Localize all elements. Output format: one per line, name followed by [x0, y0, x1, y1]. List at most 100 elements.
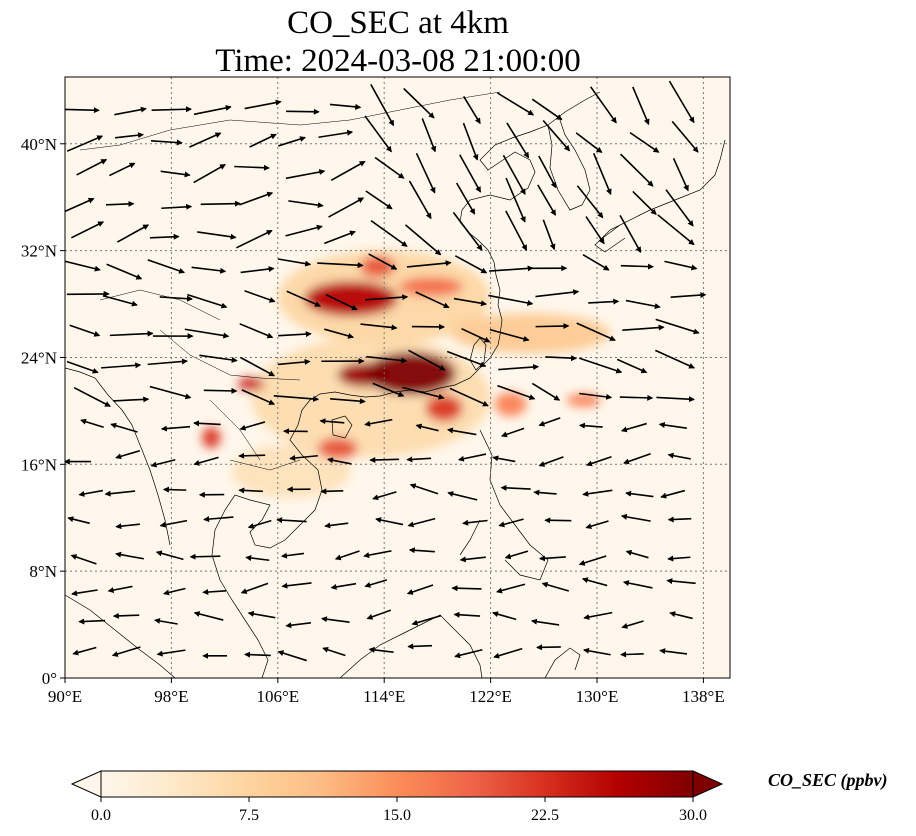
wind-arrow	[463, 96, 481, 125]
wind-arrow	[249, 133, 277, 148]
coastline-bay-of-bengal	[65, 367, 171, 546]
wind-arrow	[616, 358, 648, 374]
wind-arrow	[239, 323, 274, 339]
wind-arrow	[501, 427, 525, 438]
wind-arrow	[655, 349, 696, 369]
wind-arrow	[278, 136, 306, 147]
wind-arrow	[497, 384, 536, 400]
wind-arrow	[193, 611, 224, 621]
colorbar-gradient	[100, 770, 694, 798]
wind-arrow	[581, 577, 608, 587]
wind-arrow	[236, 229, 273, 249]
co-plume	[494, 392, 527, 417]
wind-arrow	[330, 582, 357, 590]
wind-arrow	[489, 265, 534, 272]
wind-arrow	[588, 298, 620, 305]
wind-arrow	[163, 587, 186, 596]
wind-arrow	[281, 552, 305, 559]
wind-arrow	[104, 490, 136, 497]
wind-arrow	[462, 519, 488, 526]
wind-arrow	[112, 612, 140, 619]
wind-arrow	[370, 83, 395, 127]
wind-arrow	[372, 382, 405, 397]
wind-arrow	[530, 618, 560, 626]
wind-arrow	[147, 358, 188, 366]
wind-arrow	[78, 618, 106, 625]
wind-arrow	[531, 382, 561, 401]
wind-arrow	[454, 255, 488, 274]
coastline-japan	[594, 139, 726, 253]
wind-arrow	[234, 164, 270, 171]
wind-arrow	[407, 643, 433, 650]
wind-arrow	[667, 516, 692, 523]
wind-arrow	[334, 550, 360, 561]
wind-arrow	[240, 266, 275, 274]
wind-arrow	[406, 260, 452, 268]
wind-arrow	[325, 293, 358, 311]
wind-arrow	[366, 355, 408, 364]
wind-arrow	[619, 153, 654, 187]
wind-arrow	[319, 418, 345, 425]
wind-arrow	[446, 427, 477, 436]
wind-arrow	[629, 131, 660, 153]
wind-arrow	[408, 349, 446, 371]
wind-arrow	[240, 582, 269, 594]
wind-arrow	[535, 323, 570, 330]
colorbar-min-extension	[70, 770, 102, 798]
colorbar-tick-label: 15.0	[383, 807, 411, 824]
wind-arrow	[368, 253, 398, 270]
wind-arrow	[113, 396, 150, 403]
wind-arrow	[277, 258, 312, 267]
wind-arrow	[578, 357, 623, 374]
wind-arrow	[155, 550, 184, 561]
wind-arrow	[69, 324, 101, 337]
wind-arrow	[197, 231, 237, 240]
wind-arrow	[505, 210, 528, 251]
wind-arrow	[110, 422, 138, 433]
wind-arrow	[632, 86, 650, 126]
wind-arrow	[461, 327, 491, 343]
wind-arrow	[193, 456, 219, 466]
wind-arrow	[65, 197, 95, 213]
colorbar-ticks	[100, 797, 694, 802]
wind-arrow	[102, 294, 138, 307]
wind-arrow	[189, 553, 221, 560]
wind-arrow	[109, 330, 154, 337]
wind-arrow	[244, 99, 282, 110]
wind-arrow	[285, 622, 312, 629]
wind-arrow	[156, 649, 186, 657]
wind-arrow	[286, 290, 322, 307]
wind-arrow	[101, 362, 142, 369]
wind-arrow	[365, 294, 409, 301]
wind-arrow	[453, 297, 487, 307]
wind-arrow	[446, 350, 487, 368]
wind-arrow	[328, 197, 365, 218]
wind-arrow	[538, 155, 557, 189]
wind-arrow	[115, 449, 141, 460]
wind-arrow	[538, 555, 566, 562]
wind-arrow	[329, 103, 362, 110]
wind-arrow	[666, 578, 696, 585]
wind-arrow	[402, 386, 445, 400]
wind-arrow	[578, 422, 603, 429]
wind-arrow	[289, 454, 318, 462]
wind-arrow	[447, 491, 478, 501]
wind-arrow	[492, 455, 516, 463]
wind-arrow	[374, 156, 405, 179]
wind-arrow	[200, 200, 241, 207]
wind-arrow	[322, 646, 346, 657]
wind-arrow	[583, 647, 611, 656]
wind-arrow	[321, 616, 350, 623]
colorbar-tick-label: 0.0	[91, 807, 111, 824]
wind-arrow	[408, 180, 432, 220]
wind-arrow	[582, 489, 613, 497]
wind-arrow	[320, 488, 344, 495]
wind-arrow	[459, 556, 486, 563]
wind-arrow	[199, 354, 238, 363]
colorbar-tick-label: 22.5	[531, 807, 559, 824]
wind-arrow	[660, 489, 686, 499]
wind-arrow	[111, 646, 141, 657]
lon-tick-label: 122°E	[469, 687, 512, 706]
wind-arrow	[324, 328, 355, 339]
